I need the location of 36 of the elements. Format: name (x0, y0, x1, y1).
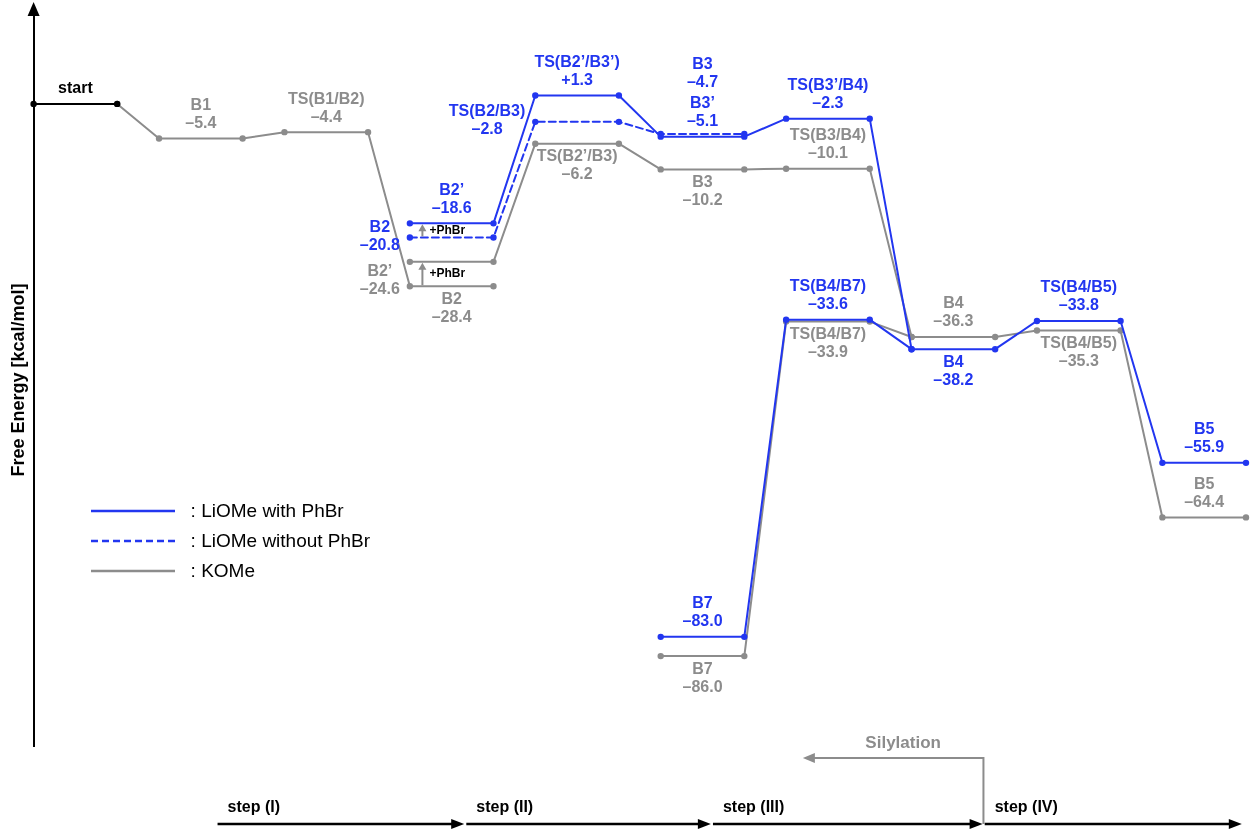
data-label: B3’ –5.1 (686, 94, 719, 130)
data-label: start (58, 79, 94, 97)
data-label: TS(B2/B3) –2.8 (448, 102, 526, 138)
data-label: TS(B2’/B3’) +1.3 (534, 52, 620, 88)
legend-label: : LiOMe with PhBr (190, 500, 344, 522)
data-label: B7 –83.0 (682, 594, 723, 630)
text: step (II) (476, 798, 534, 816)
text: step (III) (722, 798, 785, 816)
data-label: TS(B4/B5) –33.8 (1040, 278, 1117, 314)
annotation: +PhBr (429, 222, 466, 237)
data-label: B3 –10.2 (682, 172, 723, 208)
data-label: B3 –4.7 (686, 55, 719, 91)
data-label: B2 –28.4 (431, 289, 472, 325)
data-label: TS(B2’/B3) –6.2 (536, 147, 618, 183)
data-label: B2’ –18.6 (431, 180, 472, 216)
legend-label: : LiOMe without PhBr (190, 530, 371, 552)
data-label: TS(B3/B4) –10.1 (789, 126, 867, 162)
text: step (IV) (994, 798, 1058, 816)
data-label: TS(B4/B7) –33.6 (789, 277, 867, 313)
annotation: Silylation (865, 733, 941, 753)
y-axis-title: Free Energy [kcal/mol] (7, 283, 28, 477)
data-label: B5 –64.4 (1184, 474, 1225, 510)
data-label: B1 –5.4 (185, 95, 217, 131)
data-label: B4 –38.2 (933, 352, 974, 388)
legend-label: : KOMe (190, 560, 255, 582)
data-label: B7 –86.0 (682, 659, 723, 695)
data-label: B2 –20.8 (359, 217, 400, 253)
data-label: B4 –36.3 (933, 294, 974, 330)
data-label: TS(B1/B2) –4.4 (288, 89, 365, 125)
annotation: +PhBr (429, 266, 466, 281)
data-label: B2’ –24.6 (359, 262, 400, 298)
data-label: B5 –55.9 (1184, 420, 1225, 456)
data-label: TS(B4/B7) –33.9 (789, 324, 867, 360)
data-label: TS(B3’/B4) –2.3 (787, 76, 869, 112)
text: step (I) (227, 798, 280, 816)
data-label: TS(B4/B5) –35.3 (1040, 333, 1117, 369)
